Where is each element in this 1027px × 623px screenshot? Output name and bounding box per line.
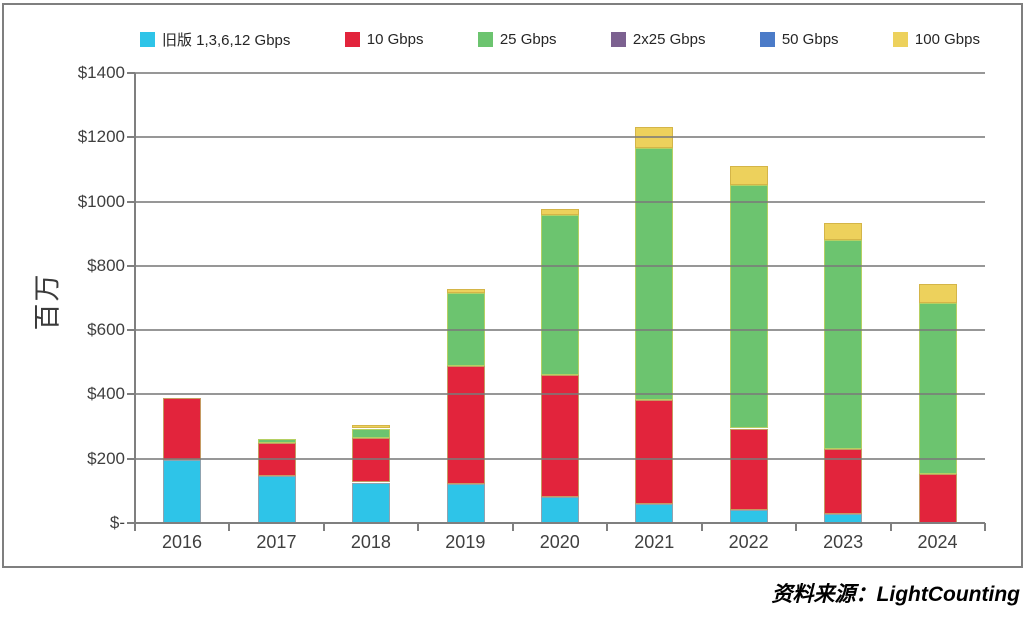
legend-swatch-icon <box>759 31 775 47</box>
legend-swatch-icon <box>892 31 908 47</box>
legend-label: 100 Gbps <box>914 30 980 48</box>
legend-label: 50 Gbps <box>781 30 839 48</box>
legend-item-6: 100 Gbps <box>892 30 980 48</box>
legend-item-3: 25 Gbps <box>477 30 557 48</box>
legend-swatch-icon <box>477 31 493 47</box>
legend-label: 10 Gbps <box>366 30 424 48</box>
legend-item-5: 50 Gbps <box>759 30 839 48</box>
y-axis-title: 百万 <box>32 272 63 331</box>
legend-label: 25 Gbps <box>499 30 557 48</box>
legend: 旧版 1,3,6,12 Gbps 10 Gbps 25 Gbps 2x25 Gbps 5… <box>140 29 980 49</box>
legend-label: 旧版 1,3,6,12 Gbps <box>162 31 291 49</box>
legend-swatch-icon <box>140 31 155 47</box>
chart-frame <box>2 3 1023 568</box>
legend-item-2: 10 Gbps <box>344 30 424 48</box>
source-note: 资料来源：LightCounting <box>771 583 1020 606</box>
legend-item-4: 2x25 Gbps <box>610 30 706 48</box>
legend-swatch-icon <box>610 31 626 47</box>
legend-swatch-icon <box>344 31 360 47</box>
legend-item-1: 旧版 1,3,6,12 Gbps <box>140 29 290 50</box>
legend-label: 2x25 Gbps <box>632 30 706 48</box>
